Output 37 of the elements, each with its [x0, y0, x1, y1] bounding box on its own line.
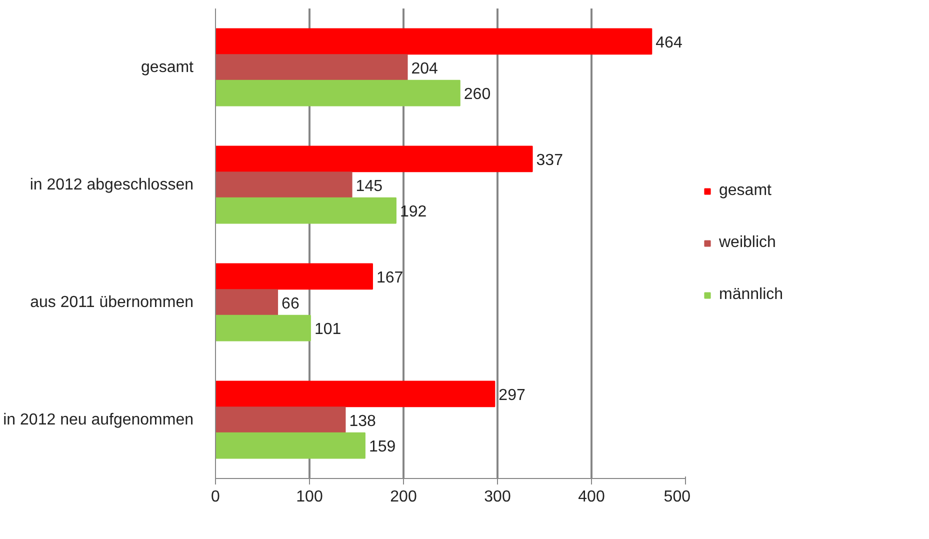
- data-label: 66: [282, 295, 300, 312]
- y-tick-label: aus 2011 übernommen: [30, 294, 194, 311]
- data-label: 192: [400, 204, 427, 221]
- data-label: 167: [376, 269, 404, 286]
- data-label: 138: [349, 412, 376, 430]
- bar: [216, 28, 652, 55]
- bar: [216, 289, 278, 316]
- bar: [216, 380, 496, 408]
- bar: [216, 406, 346, 433]
- y-tick-label: in 2012 neu aufgenommen: [3, 411, 194, 428]
- bar: [216, 172, 352, 198]
- data-label: 159: [368, 438, 396, 456]
- data-label: 101: [314, 321, 342, 338]
- x-tick-label: 300: [484, 488, 511, 506]
- data-label: 297: [498, 386, 526, 404]
- x-tick-label: 0: [211, 488, 220, 506]
- data-label: 260: [464, 86, 491, 104]
- x-tick-label: 500: [664, 488, 691, 506]
- data-label: 145: [356, 178, 383, 195]
- data-label: 464: [656, 34, 682, 52]
- bar: [216, 146, 533, 172]
- data-label: 337: [536, 152, 564, 169]
- y-tick-label: gesamt: [141, 58, 194, 76]
- y-tick-label: in 2012 abgeschlossen: [30, 176, 194, 194]
- x-tick-label: 100: [296, 488, 323, 506]
- bar: [216, 80, 460, 106]
- bar: [216, 314, 311, 342]
- bar: [216, 432, 366, 459]
- data-label: 204: [411, 60, 438, 78]
- bar: [216, 197, 396, 224]
- legend-label: weiblich: [719, 234, 776, 252]
- x-tick-label: 400: [578, 488, 605, 506]
- x-tick-label: 200: [390, 488, 417, 506]
- bar: [216, 263, 373, 290]
- legend-label: männlich: [719, 286, 784, 304]
- bar: [216, 54, 408, 80]
- legend-label: gesamt: [719, 182, 772, 200]
